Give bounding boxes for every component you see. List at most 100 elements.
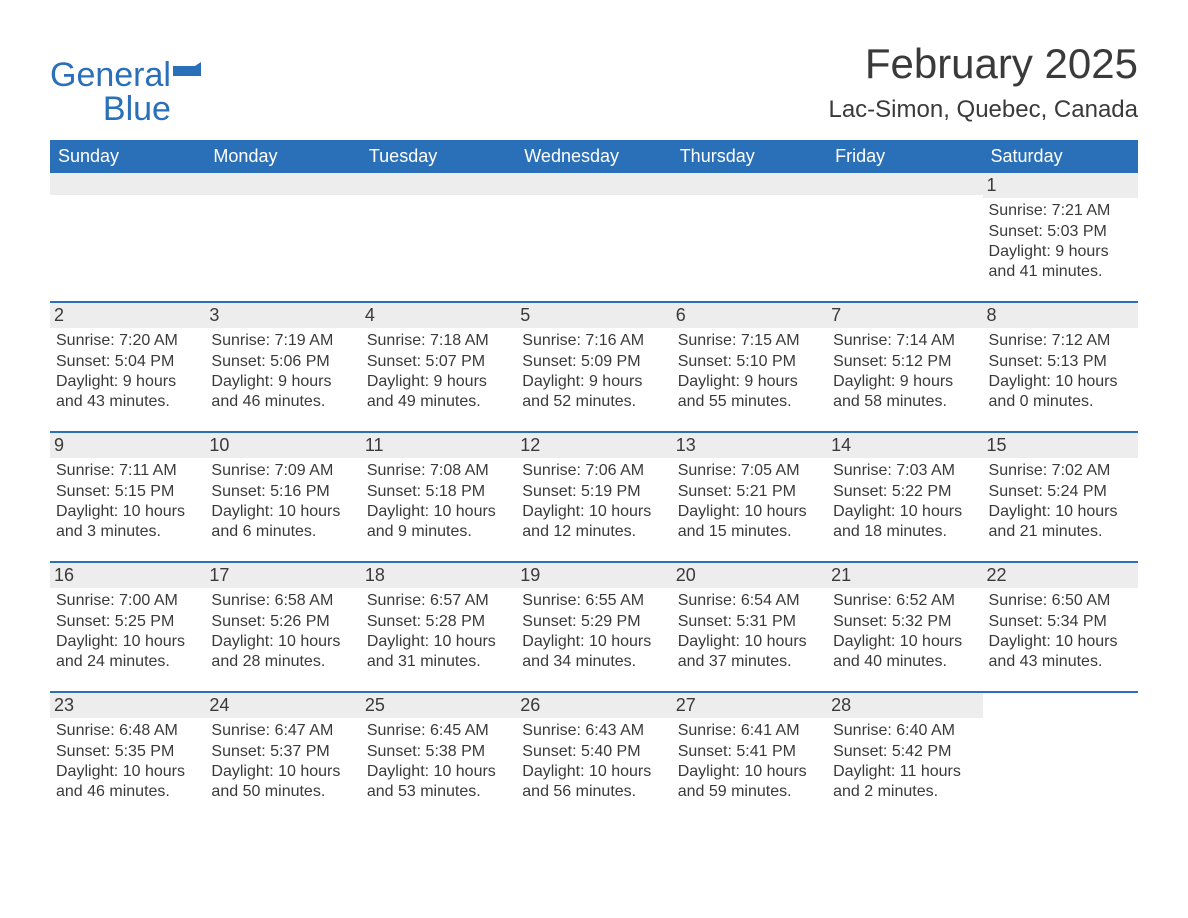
flag-icon (173, 62, 201, 84)
sunset-text: Sunset: 5:19 PM (522, 482, 665, 502)
day-cell: 1Sunrise: 7:21 AMSunset: 5:03 PMDaylight… (983, 173, 1138, 301)
day-cell: 16Sunrise: 7:00 AMSunset: 5:25 PMDayligh… (50, 563, 205, 691)
day-number: 4 (361, 303, 516, 328)
daylight-text: Daylight: 10 hours and 43 minutes. (989, 632, 1132, 673)
day-number: 18 (361, 563, 516, 588)
daylight-text: Daylight: 9 hours and 43 minutes. (56, 372, 199, 413)
sunset-text: Sunset: 5:22 PM (833, 482, 976, 502)
daylight-text: Daylight: 10 hours and 3 minutes. (56, 502, 199, 543)
sunrise-text: Sunrise: 6:45 AM (367, 721, 510, 741)
day-of-week-cell: Thursday (672, 140, 827, 173)
sunset-text: Sunset: 5:35 PM (56, 742, 199, 762)
sunset-text: Sunset: 5:13 PM (989, 352, 1132, 372)
day-number (516, 173, 671, 195)
day-number: 15 (983, 433, 1138, 458)
daylight-text: Daylight: 10 hours and 56 minutes. (522, 762, 665, 803)
day-number: 17 (205, 563, 360, 588)
day-number: 6 (672, 303, 827, 328)
day-of-week-cell: Tuesday (361, 140, 516, 173)
day-cell: 21Sunrise: 6:52 AMSunset: 5:32 PMDayligh… (827, 563, 982, 691)
day-cell: 8Sunrise: 7:12 AMSunset: 5:13 PMDaylight… (983, 303, 1138, 431)
day-number: 14 (827, 433, 982, 458)
day-number: 12 (516, 433, 671, 458)
daylight-text: Daylight: 10 hours and 53 minutes. (367, 762, 510, 803)
day-number: 16 (50, 563, 205, 588)
sunset-text: Sunset: 5:12 PM (833, 352, 976, 372)
daylight-text: Daylight: 10 hours and 28 minutes. (211, 632, 354, 673)
day-number: 28 (827, 693, 982, 718)
daylight-text: Daylight: 10 hours and 6 minutes. (211, 502, 354, 543)
sunset-text: Sunset: 5:38 PM (367, 742, 510, 762)
sunset-text: Sunset: 5:15 PM (56, 482, 199, 502)
daylight-text: Daylight: 9 hours and 41 minutes. (989, 242, 1132, 283)
day-cell (672, 173, 827, 301)
sunset-text: Sunset: 5:42 PM (833, 742, 976, 762)
day-cell: 18Sunrise: 6:57 AMSunset: 5:28 PMDayligh… (361, 563, 516, 691)
daylight-text: Daylight: 10 hours and 50 minutes. (211, 762, 354, 803)
day-number: 7 (827, 303, 982, 328)
day-cell (827, 173, 982, 301)
sunrise-text: Sunrise: 7:11 AM (56, 461, 199, 481)
week-row: 1Sunrise: 7:21 AMSunset: 5:03 PMDaylight… (50, 173, 1138, 301)
daylight-text: Daylight: 10 hours and 24 minutes. (56, 632, 199, 673)
sunrise-text: Sunrise: 7:02 AM (989, 461, 1132, 481)
day-cell: 19Sunrise: 6:55 AMSunset: 5:29 PMDayligh… (516, 563, 671, 691)
sunrise-text: Sunrise: 7:21 AM (989, 201, 1132, 221)
sunrise-text: Sunrise: 6:57 AM (367, 591, 510, 611)
day-number: 5 (516, 303, 671, 328)
sunset-text: Sunset: 5:16 PM (211, 482, 354, 502)
day-number: 20 (672, 563, 827, 588)
day-cell: 9 Sunrise: 7:11 AMSunset: 5:15 PMDaylight… (50, 433, 205, 561)
sunrise-text: Sunrise: 6:50 AM (989, 591, 1132, 611)
day-of-week-cell: Wednesday (516, 140, 671, 173)
day-cell (205, 173, 360, 301)
daylight-text: Daylight: 10 hours and 15 minutes. (678, 502, 821, 543)
day-number: 21 (827, 563, 982, 588)
day-cell (516, 173, 671, 301)
daylight-text: Daylight: 10 hours and 31 minutes. (367, 632, 510, 673)
sunrise-text: Sunrise: 7:05 AM (678, 461, 821, 481)
sunrise-text: Sunrise: 7:00 AM (56, 591, 199, 611)
day-cell: 14 Sunrise: 7:03 AMSunset: 5:22 PMDayligh… (827, 433, 982, 561)
day-cell: 4Sunrise: 7:18 AMSunset: 5:07 PMDaylight… (361, 303, 516, 431)
sunrise-text: Sunrise: 7:06 AM (522, 461, 665, 481)
day-cell: 17Sunrise: 6:58 AMSunset: 5:26 PMDayligh… (205, 563, 360, 691)
day-cell: 5Sunrise: 7:16 AMSunset: 5:09 PMDaylight… (516, 303, 671, 431)
sunrise-text: Sunrise: 6:52 AM (833, 591, 976, 611)
day-cell: 10Sunrise: 7:09 AMSunset: 5:16 PMDayligh… (205, 433, 360, 561)
calendar-page: General Blue February 2025 Lac-Simon, Qu… (0, 0, 1188, 871)
day-number (672, 173, 827, 195)
day-cell (361, 173, 516, 301)
sunrise-text: Sunrise: 7:03 AM (833, 461, 976, 481)
sunrise-text: Sunrise: 6:40 AM (833, 721, 976, 741)
daylight-text: Daylight: 10 hours and 46 minutes. (56, 762, 199, 803)
sunrise-text: Sunrise: 6:43 AM (522, 721, 665, 741)
daylight-text: Daylight: 10 hours and 34 minutes. (522, 632, 665, 673)
day-cell: 20Sunrise: 6:54 AMSunset: 5:31 PMDayligh… (672, 563, 827, 691)
week-row: 9Sunrise: 7:11 AMSunset: 5:15 PMDaylight… (50, 431, 1138, 561)
daylight-text: Daylight: 10 hours and 40 minutes. (833, 632, 976, 673)
day-number: 19 (516, 563, 671, 588)
week-row: 2Sunrise: 7:20 AMSunset: 5:04 PMDaylight… (50, 301, 1138, 431)
sunset-text: Sunset: 5:24 PM (989, 482, 1132, 502)
month-title: February 2025 (828, 40, 1138, 88)
day-number: 2 (50, 303, 205, 328)
sunset-text: Sunset: 5:09 PM (522, 352, 665, 372)
day-cell: 11Sunrise: 7:08 AMSunset: 5:18 PMDayligh… (361, 433, 516, 561)
daylight-text: Daylight: 10 hours and 12 minutes. (522, 502, 665, 543)
day-number: 9 (50, 433, 205, 458)
sunrise-text: Sunrise: 7:12 AM (989, 331, 1132, 351)
daylight-text: Daylight: 10 hours and 21 minutes. (989, 502, 1132, 543)
sunrise-text: Sunrise: 6:55 AM (522, 591, 665, 611)
day-cell: 28Sunrise: 6:40 AMSunset: 5:42 PMDayligh… (827, 693, 982, 821)
day-cell: 13Sunrise: 7:05 AMSunset: 5:21 PMDayligh… (672, 433, 827, 561)
day-of-week-cell: Monday (205, 140, 360, 173)
daylight-text: Daylight: 10 hours and 18 minutes. (833, 502, 976, 543)
sunrise-text: Sunrise: 7:08 AM (367, 461, 510, 481)
day-number: 10 (205, 433, 360, 458)
sunset-text: Sunset: 5:04 PM (56, 352, 199, 372)
daylight-text: Daylight: 9 hours and 55 minutes. (678, 372, 821, 413)
week-row: 23Sunrise: 6:48 AMSunset: 5:35 PMDayligh… (50, 691, 1138, 821)
day-cell: 26Sunrise: 6:43 AMSunset: 5:40 PMDayligh… (516, 693, 671, 821)
sunrise-text: Sunrise: 6:48 AM (56, 721, 199, 741)
